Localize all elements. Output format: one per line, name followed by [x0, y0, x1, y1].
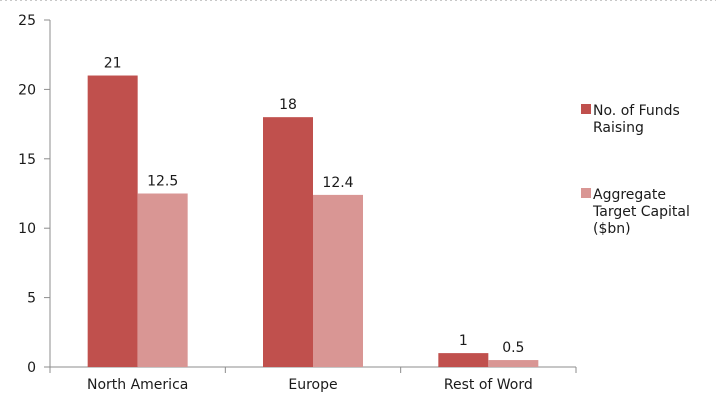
legend-label: Target Capital [592, 204, 690, 220]
y-tick-label: 20 [18, 82, 36, 98]
data-label: 1 [459, 333, 468, 349]
y-tick-label: 0 [27, 360, 36, 376]
data-label: 12.4 [322, 175, 353, 191]
bar-target-capital [137, 193, 188, 367]
bars: 21 12.5 18 12.4 1 0.5 [87, 56, 539, 368]
bar-funds-raising [438, 353, 489, 367]
y-tick-label: 10 [18, 221, 36, 237]
legend-label: ($bn) [593, 221, 631, 237]
legend-label: No. of Funds [593, 103, 680, 119]
legend-label: Aggregate [593, 187, 666, 203]
legend-swatch [581, 188, 591, 198]
y-tick-label: 25 [18, 13, 36, 29]
x-tick-label: Rest of Word [444, 377, 533, 392]
legend-label: Raising [593, 120, 644, 136]
data-label: 12.5 [147, 174, 178, 190]
y-tick-label: 15 [18, 152, 36, 168]
bar-target-capital [313, 194, 363, 367]
legend-swatch [581, 104, 591, 114]
bar-funds-raising [263, 117, 313, 367]
y-tick-label: 5 [27, 291, 36, 307]
bar-funds-raising [87, 75, 138, 368]
y-axis: 0 5 10 15 20 25 [18, 13, 51, 376]
data-label: 21 [104, 56, 122, 72]
x-axis: North America Europe Rest of Word [49, 366, 577, 393]
x-tick-label: Europe [288, 377, 337, 392]
bar-target-capital [488, 360, 539, 367]
x-tick-label: North America [87, 377, 188, 392]
data-label: 18 [279, 97, 297, 113]
data-label: 0.5 [502, 340, 524, 356]
